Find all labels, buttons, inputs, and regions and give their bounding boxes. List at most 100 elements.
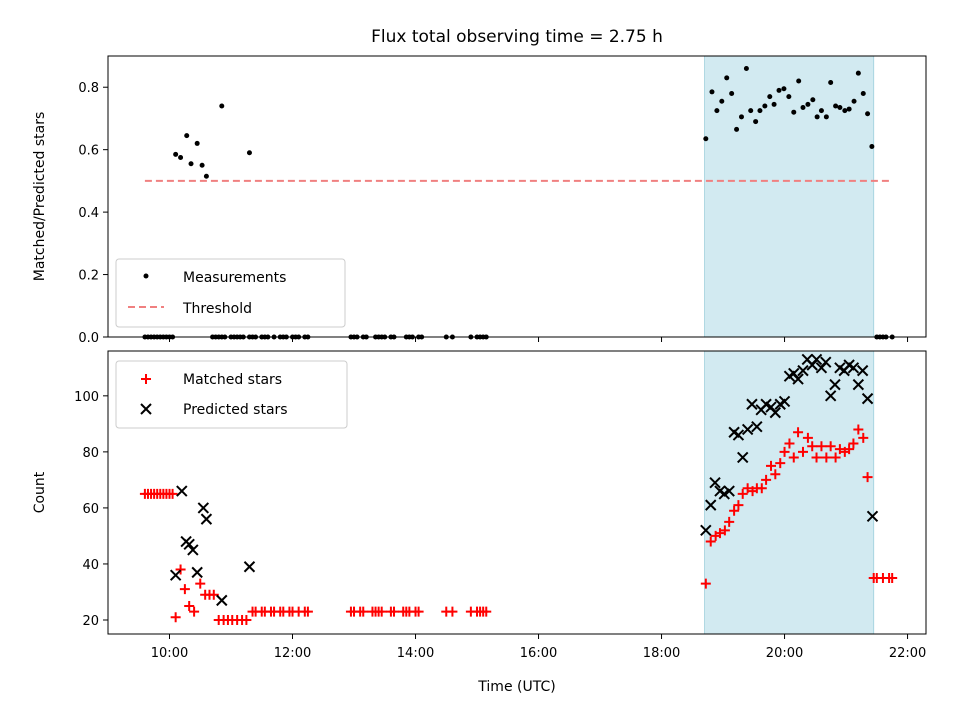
predicted-point bbox=[700, 524, 712, 537]
measurement-point bbox=[743, 65, 749, 71]
matched-point bbox=[784, 438, 795, 449]
legend-matched-marker bbox=[141, 374, 151, 384]
measurement-point bbox=[753, 119, 759, 125]
predicted-point bbox=[191, 566, 203, 579]
matched-point bbox=[195, 578, 206, 589]
measurement-point bbox=[842, 108, 848, 114]
x-axis-label: Time (UTC) bbox=[477, 679, 555, 695]
measurement-point bbox=[796, 78, 802, 84]
x-tick-label: 22:00 bbox=[889, 646, 926, 661]
y-tick-label: 0.8 bbox=[78, 81, 99, 96]
matched-point bbox=[481, 606, 492, 617]
matched-point bbox=[413, 606, 424, 617]
predicted-point bbox=[216, 594, 228, 607]
matched-point bbox=[858, 432, 869, 443]
count-legend-box bbox=[115, 360, 348, 429]
measurement-point bbox=[178, 154, 184, 160]
predicted-point bbox=[709, 476, 721, 489]
legend-plus-glyph bbox=[141, 374, 151, 384]
measurement-point bbox=[776, 87, 782, 93]
count-axis-ticks: 20 40 60 80 100 10:00 12:00 14:00 16:00 18:00 20:0… bbox=[74, 390, 926, 661]
measurement-point bbox=[738, 114, 744, 120]
predicted-point bbox=[751, 420, 763, 433]
matched-point bbox=[376, 606, 387, 617]
matched-point bbox=[719, 525, 730, 536]
measurement-point bbox=[724, 75, 730, 81]
ratio-y-axis-label: Matched/Predicted stars bbox=[32, 112, 48, 282]
predicted-point bbox=[176, 485, 188, 497]
measurement-point bbox=[757, 108, 763, 114]
legend-x-glyph bbox=[140, 403, 152, 415]
measurement-point bbox=[219, 103, 225, 109]
predicted-point bbox=[778, 395, 791, 408]
matched-point bbox=[733, 500, 744, 511]
measurement-point bbox=[865, 111, 871, 117]
matched-point bbox=[793, 427, 804, 438]
measurement-point bbox=[855, 70, 861, 76]
measurement-point bbox=[814, 114, 820, 120]
y-tick-label: 80 bbox=[82, 446, 99, 461]
matched-point bbox=[811, 452, 822, 463]
predicted-point bbox=[183, 538, 195, 551]
matched-point bbox=[807, 441, 818, 452]
measurement-point bbox=[194, 140, 200, 146]
y-tick-label: 20 bbox=[82, 614, 99, 629]
measurement-point bbox=[203, 173, 209, 179]
measurement-point bbox=[786, 94, 792, 100]
x-tick-label: 12:00 bbox=[274, 646, 311, 661]
chart-title: Flux total observing time = 2.75 h bbox=[371, 27, 663, 47]
legend-matched-label: Matched stars bbox=[183, 372, 282, 388]
predicted-point bbox=[797, 364, 809, 377]
measurement-point bbox=[199, 162, 205, 168]
x-tick-label: 20:00 bbox=[766, 646, 803, 661]
measurement-point bbox=[714, 108, 720, 114]
matched-point bbox=[724, 516, 735, 527]
measurement-point bbox=[762, 103, 768, 109]
predicted-point bbox=[861, 392, 874, 405]
measurement-point bbox=[748, 108, 754, 114]
matched-point bbox=[358, 606, 369, 617]
matched-point bbox=[388, 606, 399, 617]
matched-point bbox=[825, 441, 836, 452]
matched-point bbox=[830, 452, 841, 463]
ratio-legend-box bbox=[115, 258, 346, 328]
measurement-point bbox=[767, 94, 773, 100]
matched-point bbox=[848, 438, 859, 449]
y-tick-label: 60 bbox=[82, 502, 99, 517]
matched-point bbox=[770, 469, 781, 480]
x-tick-label: 18:00 bbox=[643, 646, 680, 661]
measurement-point bbox=[800, 105, 806, 111]
measurement-point bbox=[791, 109, 797, 115]
matched-point bbox=[302, 606, 313, 617]
measurement-point bbox=[828, 80, 834, 86]
measurement-point bbox=[188, 161, 194, 167]
predicted-point bbox=[732, 429, 745, 441]
matched-point bbox=[241, 614, 252, 625]
measurement-point bbox=[805, 101, 811, 107]
legend-predicted-label: Predicted stars bbox=[183, 402, 288, 418]
matched-point bbox=[167, 488, 178, 499]
matched-point bbox=[761, 474, 772, 485]
legend-measurements-marker bbox=[143, 273, 149, 279]
matched-point bbox=[887, 572, 898, 583]
measurement-point bbox=[869, 144, 875, 150]
matched-point bbox=[802, 432, 813, 443]
x-tick-label: 10:00 bbox=[151, 646, 188, 661]
predicted-point bbox=[820, 356, 832, 368]
legend-measurements-label: Measurements bbox=[183, 270, 286, 286]
predicted-point bbox=[769, 406, 782, 419]
count-y-axis-label: Count bbox=[32, 471, 48, 513]
y-tick-label: 0.4 bbox=[78, 206, 99, 221]
measurement-point bbox=[846, 106, 852, 112]
legend-threshold-label: Threshold bbox=[182, 301, 252, 317]
matched-point bbox=[208, 589, 219, 600]
legend-predicted-marker bbox=[140, 403, 152, 415]
predicted-point bbox=[856, 364, 869, 377]
ratio-axes-frame bbox=[107, 55, 927, 338]
measurement-point bbox=[860, 90, 866, 96]
predicted-point bbox=[741, 423, 754, 436]
matched-point bbox=[705, 536, 716, 547]
matched-point bbox=[797, 446, 808, 457]
count-marks bbox=[139, 353, 898, 625]
